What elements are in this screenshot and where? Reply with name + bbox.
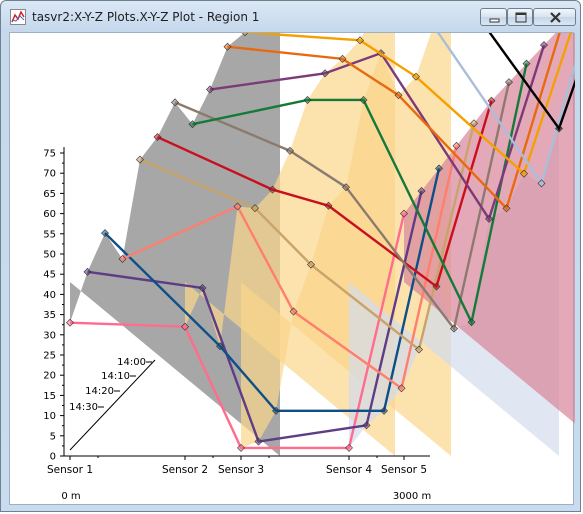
series-point-3-sensor-4 <box>520 169 528 178</box>
series-point-10-sensor-2 <box>233 202 242 211</box>
series-point-8-sensor-5 <box>487 96 496 105</box>
y-tick-label: 45 <box>43 270 56 281</box>
series-point-4-sensor-2 <box>338 54 347 63</box>
series-point-9-sensor-5 <box>470 119 478 128</box>
y-tick-label: 0 <box>50 452 56 463</box>
y-tick-label: 50 <box>43 250 56 261</box>
z-axis-line <box>69 359 156 451</box>
series-point-6-sensor-1 <box>188 120 197 129</box>
y-tick-label: 30 <box>43 330 56 341</box>
series-point-13-sensor-2 <box>181 322 189 331</box>
series-point-7-sensor-3 <box>342 183 350 192</box>
series-point-11-sensor-2 <box>216 342 224 351</box>
close-button[interactable] <box>533 8 576 26</box>
series-point-9-sensor-2 <box>251 204 259 213</box>
x-tick-label: Sensor 3 <box>218 464 264 476</box>
series-point-5-sensor-4 <box>485 214 493 223</box>
series-point-4-sensor-4 <box>502 204 511 213</box>
series-point-11-sensor-4 <box>380 406 388 415</box>
distance-label-end: 3000 m <box>393 491 431 502</box>
xyz-plot-chart[interactable]: 0 5 10 15 20 25 30 35 40 45 50 55 60 65 70 75 14:00 14:10… <box>10 33 575 506</box>
minimize-icon <box>489 18 500 23</box>
series-point-5-sensor-1 <box>206 85 214 94</box>
series-point-1-sensor-4 <box>555 124 563 133</box>
series-point-8-sensor-4 <box>432 282 441 291</box>
series-point-6-sensor-3 <box>359 96 368 104</box>
series-point-12-sensor-4 <box>362 421 371 430</box>
series-point-12-sensor-2 <box>198 284 207 292</box>
y-tick-label: 35 <box>43 310 56 321</box>
y-tick-label: 5 <box>50 431 56 442</box>
series-point-11-sensor-1 <box>101 229 109 238</box>
series-point-7-sensor-2 <box>286 146 294 155</box>
series-point-3-sensor-1 <box>241 33 249 37</box>
series-point-12-sensor-3 <box>254 437 263 446</box>
series-point-5-sensor-2 <box>321 69 329 78</box>
series-point-4-sensor-3 <box>394 91 403 100</box>
x-tick-label: Sensor 1 <box>47 464 93 476</box>
y-tick-label: 10 <box>43 411 56 422</box>
y-tick-label: 15 <box>43 391 56 402</box>
close-icon <box>550 12 561 23</box>
series-point-3-sensor-3 <box>412 72 420 81</box>
series-point-12-sensor-5 <box>417 187 426 195</box>
series-point-10-sensor-5 <box>452 141 461 150</box>
y-tick-label: 40 <box>43 290 56 301</box>
series-point-7-sensor-1 <box>171 98 179 107</box>
y-tick-label: 70 <box>43 169 56 180</box>
series-point-6-sensor-5 <box>522 59 531 68</box>
series-point-12-sensor-1 <box>83 267 92 276</box>
maximize-icon <box>515 12 527 23</box>
series-point-11-sensor-3 <box>272 406 280 415</box>
series-point-9-sensor-1 <box>136 155 144 164</box>
series-point-11-sensor-5 <box>435 164 443 173</box>
z-tick-label: 14:30 <box>69 402 98 413</box>
maximize-button[interactable] <box>507 8 533 26</box>
series-point-13-sensor-3 <box>237 443 245 452</box>
series-point-4-sensor-1 <box>223 42 232 51</box>
series-point-6-sensor-4 <box>467 318 476 327</box>
series-point-10-sensor-1 <box>118 255 127 263</box>
z-tick-label: 14:20 <box>85 386 114 397</box>
series-line-2 <box>436 33 575 187</box>
x-tick-label: Sensor 4 <box>326 464 372 476</box>
minimize-button[interactable] <box>480 8 507 26</box>
title-bar[interactable]: tasvr2:X-Y-Z Plots.X-Y-Z Plot - Region 1 <box>1 1 580 31</box>
series-point-10-sensor-3 <box>289 307 298 316</box>
x-tick-label: Sensor 2 <box>162 464 208 476</box>
y-tick-label: 65 <box>43 189 56 200</box>
series-point-8-sensor-1 <box>153 133 162 142</box>
z-tick-label: 14:00 <box>117 357 146 368</box>
series-point-6-sensor-2 <box>303 96 312 104</box>
series-point-13-sensor-5 <box>400 209 408 218</box>
window-title: tasvr2:X-Y-Z Plots.X-Y-Z Plot - Region 1 <box>32 10 260 24</box>
y-tick-label: 60 <box>43 209 56 220</box>
distance-label-start: 0 m <box>61 491 80 502</box>
series-point-10-sensor-4 <box>397 384 406 393</box>
x-tick-label: Sensor 5 <box>381 464 427 476</box>
series-point-5-sensor-5 <box>540 41 548 50</box>
series-point-2-sensor-4 <box>537 179 546 188</box>
z-tick-label: 14:10 <box>101 371 130 382</box>
plot-area: 0 5 10 15 20 25 30 35 40 45 50 55 60 65 70 75 14:00 14:10… <box>9 32 575 506</box>
series-point-13-sensor-1 <box>66 318 74 327</box>
series-point-8-sensor-3 <box>324 201 333 210</box>
series-point-3-sensor-2 <box>356 36 364 45</box>
y-tick-label: 75 <box>43 149 56 160</box>
series-point-9-sensor-3 <box>307 260 315 269</box>
sensor-wall-1 <box>70 33 280 456</box>
series-point-13-sensor-4 <box>345 443 353 452</box>
series-point-8-sensor-2 <box>268 185 277 194</box>
y-tick-label: 20 <box>43 371 56 382</box>
series-point-7-sensor-5 <box>505 78 513 87</box>
series-point-9-sensor-4 <box>415 345 423 354</box>
xyz-plot-app-icon <box>10 9 26 25</box>
series-point-7-sensor-4 <box>450 324 458 333</box>
y-tick-label: 25 <box>43 351 56 362</box>
y-tick-label: 55 <box>43 229 56 240</box>
sensor-wall-5 <box>404 33 575 424</box>
